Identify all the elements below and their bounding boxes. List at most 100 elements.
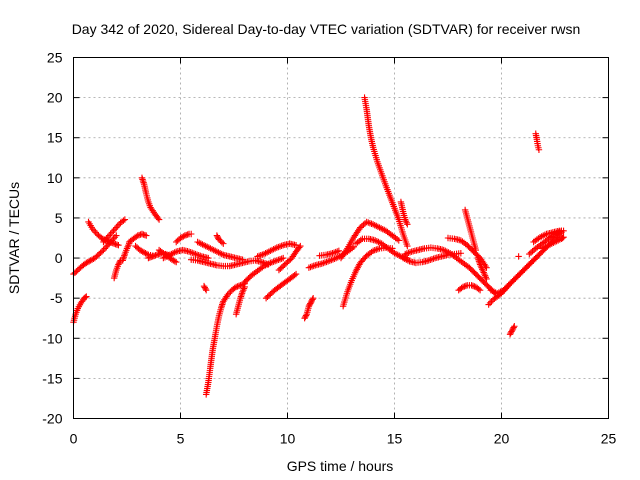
- grid: [73, 57, 609, 419]
- series-arc-26: [316, 247, 343, 259]
- y-tick-label: 20: [47, 90, 63, 106]
- data-point: [180, 233, 187, 240]
- x-tick-label: 5: [177, 431, 185, 447]
- y-tick-label: 10: [47, 170, 63, 186]
- data-point: [292, 270, 300, 278]
- x-tick-label: 10: [280, 431, 296, 447]
- data-point: [472, 246, 480, 254]
- chart-title: Day 342 of 2020, Sidereal Day-to-day VTE…: [72, 21, 581, 37]
- data-point: [485, 301, 492, 308]
- x-tick-label: 0: [70, 431, 78, 447]
- data-point: [83, 293, 90, 300]
- series-arc-18: [213, 232, 227, 247]
- y-tick-label: 5: [55, 210, 63, 226]
- series-arc-01: [70, 293, 90, 326]
- series-arc-29: [352, 235, 411, 262]
- series-arc-28: [337, 218, 402, 262]
- series-arc-31: [397, 198, 411, 228]
- data-point: [510, 324, 517, 331]
- data-point: [143, 232, 150, 239]
- data-point: [457, 250, 465, 257]
- series-arc-44: [532, 130, 543, 153]
- data-point: [173, 258, 180, 266]
- series-arc-40: [506, 323, 518, 338]
- series-arc-23: [275, 242, 304, 274]
- data-point: [292, 242, 300, 249]
- y-axis-label: SDTVAR / TECUs: [6, 182, 22, 294]
- data-point: [535, 146, 543, 153]
- data-point: [529, 248, 536, 255]
- data-point: [108, 229, 116, 236]
- data-point: [297, 242, 304, 250]
- y-tick-label: -10: [42, 330, 62, 346]
- series-arc-35: [455, 282, 484, 294]
- data-point: [559, 234, 566, 242]
- series-arc-12: [160, 246, 212, 262]
- data-point: [511, 323, 518, 330]
- data-point: [280, 254, 287, 262]
- series-arc-24: [301, 294, 317, 322]
- data-point: [560, 227, 567, 234]
- y-tick-label: 0: [55, 250, 63, 266]
- y-tick-label: -5: [50, 290, 63, 306]
- data-point: [560, 233, 567, 241]
- series-arc-13: [173, 230, 195, 246]
- data-point: [143, 250, 151, 258]
- series-arc-08: [132, 242, 156, 259]
- series-arc-09: [138, 174, 163, 223]
- data-point: [111, 233, 119, 241]
- series-arc-45: [538, 233, 567, 252]
- series-arc-16: [200, 282, 210, 294]
- data-point: [113, 232, 120, 239]
- data-point: [114, 222, 121, 230]
- data-point: [171, 258, 178, 265]
- data-point: [188, 230, 195, 238]
- data-point: [309, 294, 317, 302]
- data-point: [111, 225, 119, 233]
- data-point: [116, 258, 124, 265]
- data-points: [70, 94, 567, 398]
- data-point: [476, 286, 484, 294]
- series-arc-20: [241, 254, 287, 286]
- axis-ticks: 0 5 10 15 20 25 -20 -15 -10 -5 0 5 10 15 20 25: [42, 50, 616, 447]
- series-arc-06: [119, 240, 133, 264]
- data-point: [531, 256, 538, 263]
- data-point: [350, 243, 358, 251]
- series-arc-21: [254, 240, 300, 260]
- data-point: [120, 217, 127, 224]
- data-point: [98, 248, 106, 255]
- series-arc-30: [361, 94, 411, 250]
- series-arc-17: [202, 280, 248, 398]
- data-point: [291, 271, 298, 279]
- series-arc-02: [70, 232, 120, 278]
- series-arc-43: [530, 227, 567, 246]
- y-tick-label: 25: [47, 50, 63, 66]
- data-point: [202, 285, 209, 293]
- data-point: [92, 229, 99, 236]
- series-arc-41: [515, 253, 522, 260]
- y-tick-label: -15: [42, 370, 62, 386]
- data-point: [395, 237, 402, 244]
- data-point: [428, 256, 436, 263]
- series-arc-27: [339, 244, 396, 310]
- series-arc-05: [110, 257, 124, 282]
- data-point: [335, 247, 343, 255]
- x-tick-label: 20: [494, 431, 510, 447]
- series-arc-14: [188, 256, 272, 270]
- data-point: [526, 250, 533, 258]
- series-arc-19: [232, 283, 248, 318]
- data-point: [527, 249, 535, 256]
- data-point: [402, 217, 410, 225]
- data-point: [296, 244, 303, 251]
- data-point: [308, 263, 316, 270]
- x-axis-label: GPS time / hours: [287, 458, 394, 474]
- data-point: [154, 214, 162, 222]
- data-point: [115, 242, 122, 249]
- data-point: [532, 254, 539, 262]
- data-point: [107, 230, 114, 238]
- x-tick-label: 25: [601, 431, 617, 447]
- data-point: [113, 224, 120, 231]
- data-point: [218, 239, 226, 246]
- data-point: [155, 216, 163, 223]
- series-arc-39: [487, 254, 539, 297]
